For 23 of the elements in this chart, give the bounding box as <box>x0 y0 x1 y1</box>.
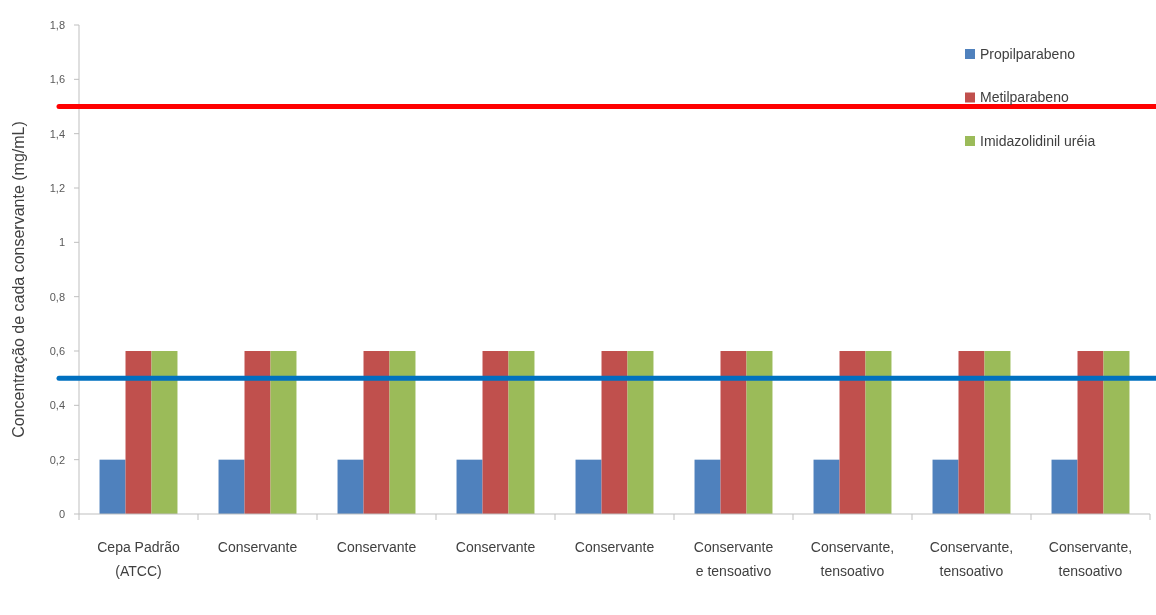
x-tick-label: Conservante, tensoativo <box>810 539 895 579</box>
y-tick-label: 1 <box>58 236 65 249</box>
legend-label: Metilparabeno <box>980 89 1069 106</box>
x-tick-label: Conservante <box>455 539 536 555</box>
legend-label: Propilparabeno <box>980 45 1076 62</box>
y-tick-label: 0 <box>58 507 65 520</box>
x-tick-label: Cepa Padrão (ATCC) <box>97 539 180 579</box>
y-tick-label: 1,8 <box>49 18 65 31</box>
x-tick-label: Conservante <box>217 539 298 555</box>
y-tick-label: 0,2 <box>49 453 65 466</box>
x-tick-label: Conservante <box>574 539 655 555</box>
x-tick-label: Conservante <box>336 539 417 555</box>
y-tick-label: 1,2 <box>49 181 65 194</box>
y-tick-label: 0,4 <box>49 399 65 412</box>
x-tick-label: Conservante, tensoativo <box>1048 539 1133 579</box>
y-axis-title: Concentração de cada conservante (mg/mL) <box>10 121 27 438</box>
x-tick-label: Conservante e tensoativo <box>693 539 774 579</box>
y-tick-label: 0,6 <box>49 344 65 357</box>
y-tick-label: 1,4 <box>49 127 65 140</box>
y-tick-label: 0,8 <box>49 290 65 303</box>
y-tick-label: 1,6 <box>49 73 65 86</box>
legend-label: Imidazolidinil uréia <box>980 132 1096 149</box>
x-tick-label: Conservante, tensoativo <box>929 539 1014 579</box>
